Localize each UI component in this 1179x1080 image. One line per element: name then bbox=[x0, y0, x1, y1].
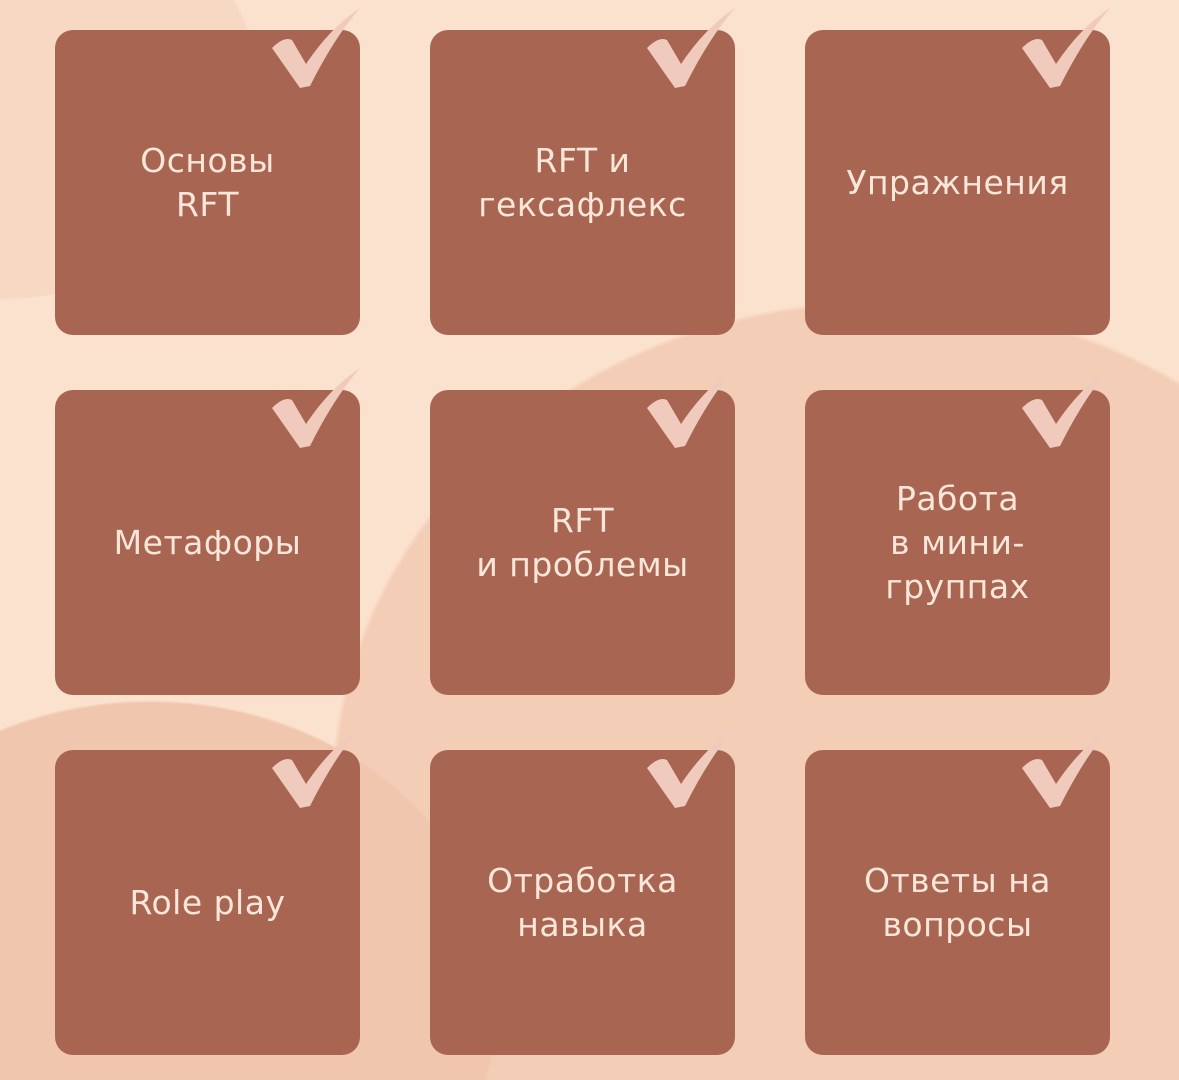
topic-tile: Role play bbox=[55, 728, 360, 1055]
tile-label: RFT и проблемы bbox=[476, 500, 689, 584]
topic-tile: Упражнения bbox=[805, 8, 1110, 335]
topic-tile: Работа в мини- группах bbox=[805, 368, 1110, 695]
checkmark-icon bbox=[1022, 8, 1110, 88]
topic-tile: Основы RFT bbox=[55, 8, 360, 335]
tile-label: Ответы на вопросы bbox=[863, 860, 1051, 944]
tile-label: Работа в мини- группах bbox=[885, 478, 1030, 606]
checkmark-icon bbox=[272, 728, 360, 808]
checkmark-icon bbox=[647, 368, 735, 448]
tile-label: Role play bbox=[129, 882, 286, 922]
tile-label: Упражнения bbox=[846, 162, 1069, 202]
topic-tile: Отработка навыка bbox=[430, 728, 735, 1055]
checkmark-icon bbox=[647, 728, 735, 808]
tile-label: RFT и гексафлекс bbox=[478, 140, 687, 224]
topic-tile: Ответы на вопросы bbox=[805, 728, 1110, 1055]
topic-tile: Метафоры bbox=[55, 368, 360, 695]
tile-label: Отработка навыка bbox=[487, 860, 678, 944]
topic-tile: RFT и гексафлекс bbox=[430, 8, 735, 335]
checkmark-icon bbox=[1022, 368, 1110, 448]
checkmark-icon bbox=[272, 368, 360, 448]
tile-label: Основы RFT bbox=[140, 140, 275, 224]
checkmark-icon bbox=[647, 8, 735, 88]
tile-label: Метафоры bbox=[113, 522, 302, 562]
checkmark-icon bbox=[272, 8, 360, 88]
topic-tile: RFT и проблемы bbox=[430, 368, 735, 695]
checkmark-icon bbox=[1022, 728, 1110, 808]
